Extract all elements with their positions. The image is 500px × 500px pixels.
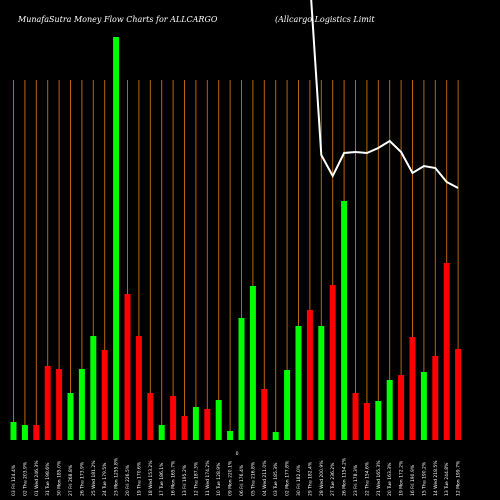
x-tick-label: 18 Wed 153.2%: [148, 460, 154, 496]
bar: [101, 350, 108, 440]
x-tick-label: 03 Tue 185.3%: [273, 462, 279, 496]
bar: [261, 389, 268, 440]
x-tick-label: 19 Mon 172.2%: [399, 460, 405, 496]
bar: [306, 310, 313, 440]
bar: [363, 403, 370, 440]
bar: [249, 286, 256, 440]
bar: [420, 372, 427, 440]
x-tick-label: 30 Fri 182.0%: [296, 464, 302, 496]
x-tick-label: 10 Tue 128.9%: [216, 462, 222, 496]
x-tick-label: 16 Fri 190.9%: [410, 464, 416, 496]
x-tick-label: 15 Thu 190.2%: [421, 461, 427, 496]
x-tick-label: 03 Fri 124.4%: [11, 464, 17, 496]
x-tick-label: 02 Mon 177.8%: [285, 460, 291, 496]
x-tick-label: 13 Fri 195.2%: [182, 464, 188, 496]
x-tick-label: 28 Wed 200.9%: [319, 460, 325, 496]
x-tick-label: 20 Fri 226.5%: [125, 464, 131, 496]
bar: [329, 285, 336, 440]
bar: [272, 432, 279, 440]
bar: [443, 263, 450, 440]
x-tick-label: 26 Thu 173.9%: [79, 461, 85, 496]
x-tick-label: 30 Mon 185.0%: [57, 460, 63, 496]
x-tick-label: 27 Tue 236.2%: [330, 462, 336, 496]
bar: [147, 393, 154, 440]
bar: [352, 393, 359, 440]
bar: [318, 326, 325, 440]
x-tick-label: 25 Wed 181.2%: [91, 460, 97, 496]
chart-subtitle: (Allcargo Logistics Limit: [275, 15, 375, 24]
x-tick-label: 16 Mon 165.7%: [171, 460, 177, 496]
bar: [21, 425, 28, 440]
bar: [398, 375, 405, 440]
x-tick-label: 05 Thu 216.8%: [250, 461, 256, 496]
bar: [113, 37, 120, 440]
x-tick-label: 22 Thu 154.6%: [364, 461, 370, 496]
bar: [295, 326, 302, 440]
bar: [124, 294, 131, 440]
bar: [284, 370, 291, 440]
bar: [375, 401, 382, 440]
x-tick-label: 11 Wed 174.2%: [205, 460, 211, 496]
bar: [181, 416, 188, 440]
x-tick-label: 06 Fri 176.4%: [239, 464, 245, 496]
annotation: 0: [236, 451, 239, 457]
price-line: [310, 0, 459, 189]
x-tick-label: 31 Tue 198.6%: [45, 462, 51, 496]
bar: [238, 318, 245, 440]
x-tick-label: 04 Wed 211.0%: [262, 460, 268, 496]
bar: [44, 366, 51, 440]
bar: [33, 425, 40, 440]
bar: [192, 407, 199, 440]
x-tick-label: 17 Tue 186.1%: [159, 462, 165, 496]
chart-title: MunafaSutra Money Flow Charts for ALLCAR…: [17, 15, 218, 24]
bar: [90, 336, 97, 440]
x-tick-label: 27 Fri 268.8%: [68, 464, 74, 496]
bar: [215, 400, 222, 440]
bar: [67, 393, 74, 440]
x-tick-label: 09 Mon 220.1%: [228, 460, 234, 496]
bar: [158, 425, 165, 440]
bar: [386, 380, 393, 440]
bar: [341, 201, 348, 440]
x-tick-label: 23 Fri 178.3%: [353, 464, 359, 496]
x-tick-label: 19 Thu 170.6%: [136, 461, 142, 496]
x-tick-label: 14 Wed 218.5%: [433, 460, 439, 496]
x-tick-label: 20 Tue 163.3%: [387, 462, 393, 496]
bar: [170, 396, 177, 440]
bar: [56, 369, 63, 440]
bar: [409, 337, 416, 440]
bar: [455, 349, 462, 440]
x-tick-label: 29 Thu 182.4%: [307, 461, 313, 496]
bar: [204, 409, 211, 440]
bar: [432, 356, 439, 440]
x-tick-label: 26 Mon 1154.2%: [342, 457, 348, 496]
x-tick-label: 02 Thu 203.9%: [22, 461, 28, 496]
x-tick-label: 21 Wed 165.3%: [376, 460, 382, 496]
x-tick-label: 23 Mon 1255.8%: [114, 457, 120, 496]
x-tick-label: 24 Tue 179.5%: [102, 462, 108, 496]
bar: [135, 336, 142, 440]
x-tick-label: 12 Thu 187.3%: [193, 461, 199, 496]
bar: [10, 422, 17, 440]
bar: [227, 431, 234, 440]
x-tick-label: 01 Wed 246.3%: [34, 460, 40, 496]
x-tick-label: 13 Tue 244.8%: [444, 462, 450, 496]
bar: [78, 369, 85, 440]
x-tick-label: 12 Mon 199.7%: [456, 460, 462, 496]
